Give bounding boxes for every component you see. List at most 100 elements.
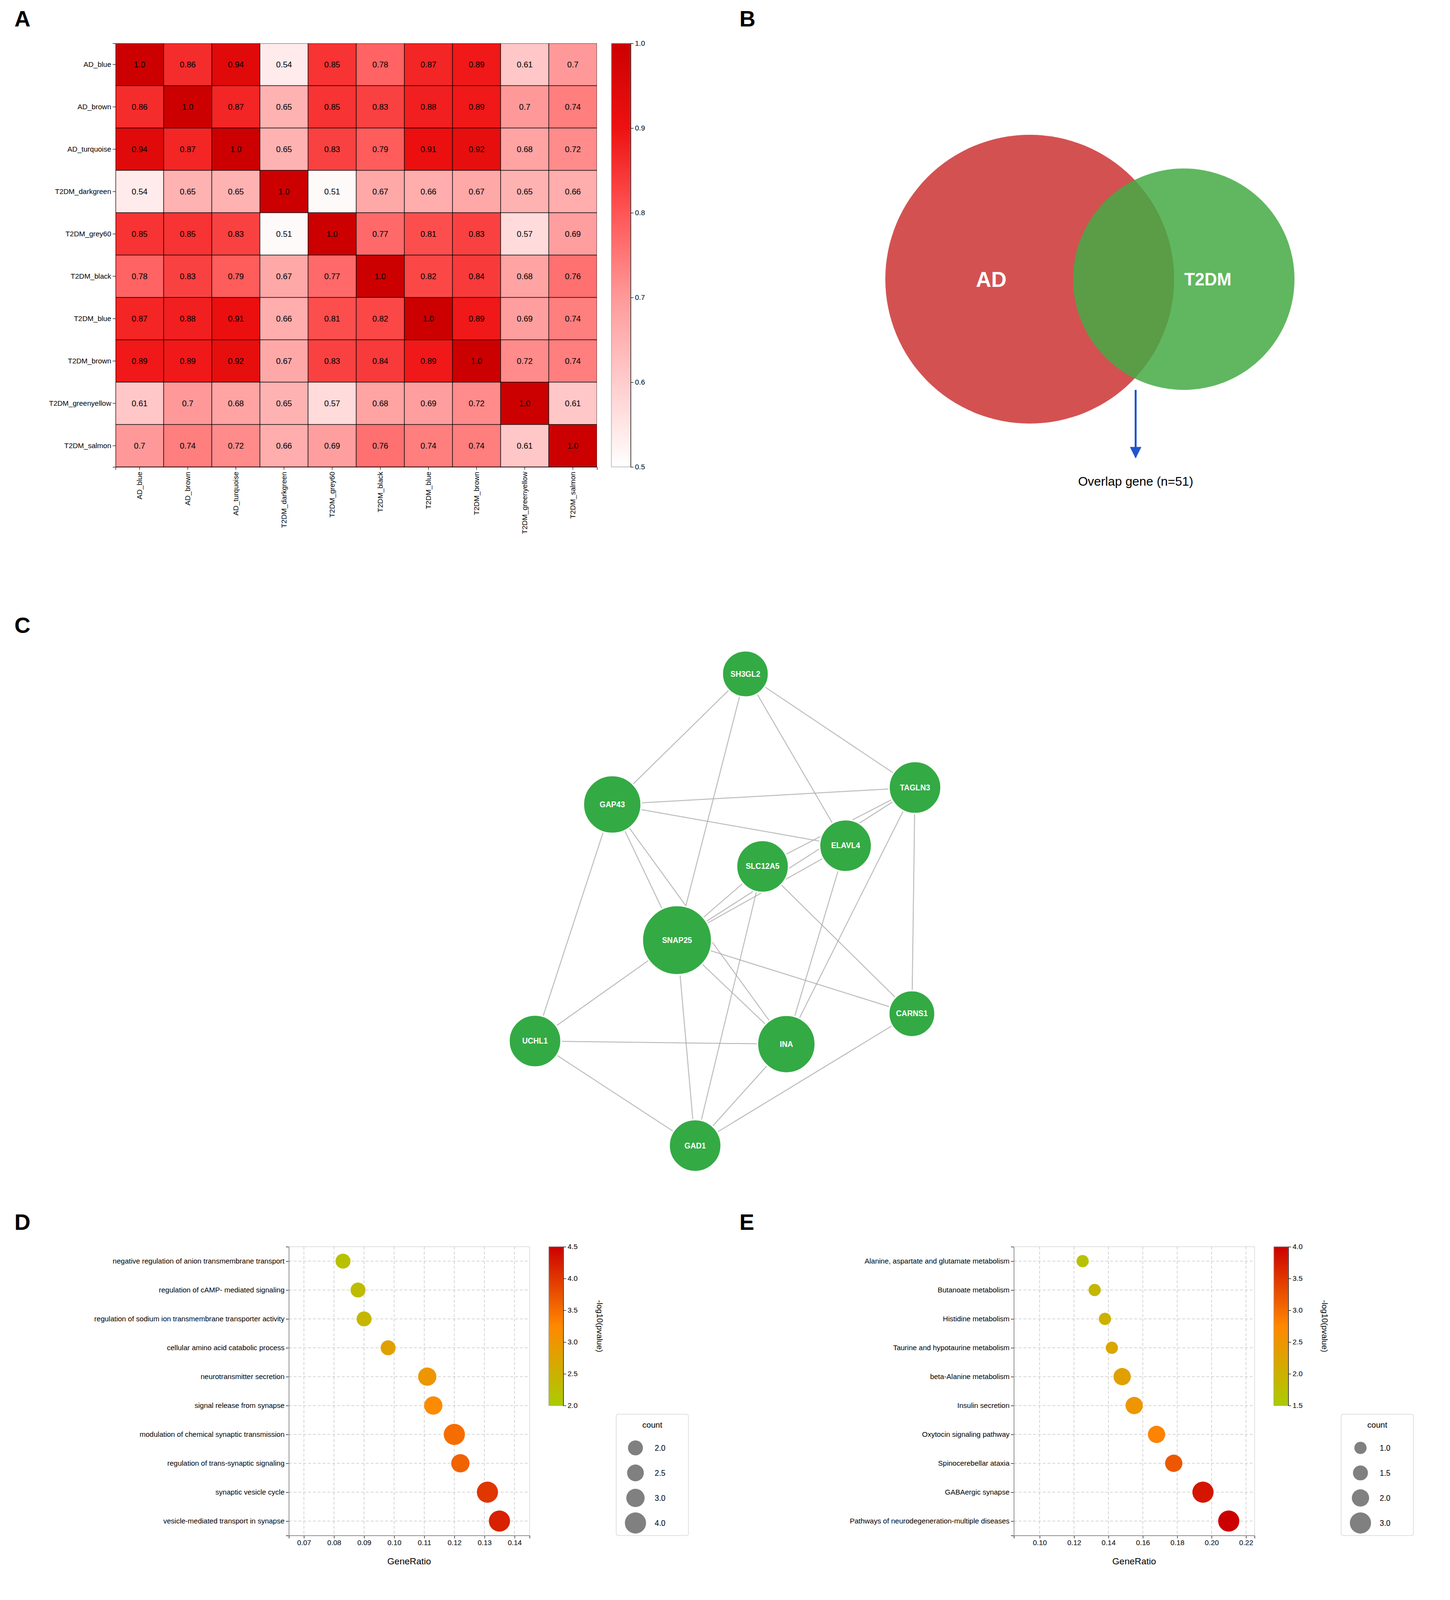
node-label: SNAP25 bbox=[661, 936, 692, 945]
x-axis-tick-label: 0.09 bbox=[357, 1538, 372, 1547]
heatmap-cell bbox=[548, 43, 597, 86]
x-axis: 0.070.080.090.100.110.120.130.14 bbox=[289, 1535, 531, 1547]
heatmap-cell bbox=[500, 424, 549, 467]
x-axis-tick-label: 0.20 bbox=[1204, 1538, 1219, 1547]
y-axis-tick: T2DM_blue bbox=[73, 314, 116, 323]
legend-title: count bbox=[642, 1420, 663, 1430]
network-nodes bbox=[508, 650, 941, 1172]
x-axis-tick-label: AD_blue bbox=[135, 471, 144, 500]
heatmap-cell bbox=[308, 85, 357, 129]
point bbox=[1217, 1510, 1240, 1532]
cell-label: 0.66 bbox=[275, 441, 292, 451]
y-axis-tick-label: synaptic vesicle cycle bbox=[215, 1488, 285, 1497]
network-edge bbox=[762, 866, 912, 1014]
heatmap-cell bbox=[115, 170, 164, 213]
y-axis-tick: T2DM_grey60 bbox=[65, 229, 116, 238]
cell-label: 0.85 bbox=[131, 229, 148, 239]
node-label: GAP43 bbox=[599, 800, 626, 809]
y-axis-tick: regulation of trans-synaptic signaling bbox=[167, 1459, 289, 1468]
point bbox=[477, 1481, 499, 1503]
colorbar-axis-line bbox=[631, 43, 635, 468]
heatmap-cell bbox=[356, 255, 405, 298]
cell-label: 0.89 bbox=[468, 102, 485, 112]
grid-line-x bbox=[514, 1246, 515, 1536]
colorbar-axis-tick-label: 0.5 bbox=[634, 462, 646, 471]
cell-label: 0.68 bbox=[372, 399, 389, 409]
x-axis-tick-label: AD_brown bbox=[183, 471, 192, 506]
colorbar-axis-tick-label: 3.0 bbox=[1292, 1306, 1303, 1315]
x-axis: AD_blueAD_brownAD_turquoiseT2DM_darkgree… bbox=[116, 466, 598, 534]
network-node bbox=[889, 761, 942, 814]
cell-label: 0.51 bbox=[275, 229, 292, 239]
y-axis-tick: GABAergic synapse bbox=[945, 1488, 1014, 1497]
x-axis-tick: 0.12 bbox=[447, 1535, 462, 1547]
cell-label: 0.74 bbox=[564, 102, 581, 112]
grid-line-y bbox=[1013, 1434, 1255, 1436]
grid-line-x bbox=[1142, 1246, 1143, 1536]
annotation-arrow bbox=[1134, 389, 1137, 458]
grid-line-y bbox=[1013, 1463, 1255, 1464]
network-edge bbox=[786, 845, 846, 1045]
y-axis-tick-mark bbox=[112, 149, 116, 150]
cell-label: 0.89 bbox=[420, 356, 437, 366]
heatmap-cell bbox=[404, 424, 453, 467]
heatmap-cell bbox=[548, 128, 597, 171]
heatmap-cell bbox=[404, 170, 453, 213]
heatmap-cell bbox=[548, 382, 597, 425]
x-axis-tick-mark bbox=[428, 466, 429, 470]
heatmap-cell bbox=[404, 85, 453, 129]
grid-line-y bbox=[288, 1405, 530, 1407]
cell-label: 0.54 bbox=[275, 60, 292, 70]
legend-symbol bbox=[1352, 1465, 1368, 1481]
y-axis-tick-label: Histidine metabolism bbox=[943, 1314, 1010, 1323]
heatmap-cell bbox=[452, 128, 501, 171]
cell-label: 1.0 bbox=[470, 356, 483, 366]
cell-label: 0.78 bbox=[131, 271, 148, 282]
x-axis-tick: 0.18 bbox=[1170, 1535, 1185, 1547]
colorbar-axis-tick-label: 2.0 bbox=[567, 1401, 578, 1410]
x-axis-tick: T2DM_black bbox=[375, 466, 385, 513]
point bbox=[443, 1424, 466, 1446]
colorbar-axis-tick: 0.8 bbox=[630, 208, 646, 217]
cell-label: 1.0 bbox=[181, 102, 194, 112]
x-axis-tick: 0.22 bbox=[1239, 1535, 1254, 1547]
cell-label: 0.65 bbox=[275, 399, 292, 409]
colorbar-axis-tick-label: 2.5 bbox=[567, 1369, 578, 1378]
y-axis-tick-label: cellular amino acid catabolic process bbox=[167, 1343, 285, 1352]
legend: count2.02.53.04.0 bbox=[616, 1414, 689, 1536]
y-axis-tick-label: Taurine and hypotaurine metabolism bbox=[893, 1343, 1010, 1352]
colorbar-axis-tick: 0.6 bbox=[630, 377, 646, 387]
network-edge bbox=[534, 1041, 787, 1045]
cell-label: 0.81 bbox=[323, 314, 340, 324]
grid-line-x bbox=[1177, 1246, 1178, 1536]
node-label: INA bbox=[779, 1040, 794, 1049]
x-axis-tick-mark bbox=[187, 466, 189, 470]
y-axis-tick: AD_brown bbox=[77, 102, 116, 111]
heatmap-cell bbox=[211, 212, 260, 256]
heatmap-cell bbox=[356, 382, 405, 425]
colorbar-axis-tick-mark bbox=[630, 43, 634, 44]
heatmap-cell bbox=[308, 43, 357, 86]
y-axis-tick-mark bbox=[1010, 1347, 1014, 1349]
network-labels: CARNS1GAD1SLC12A5TAGLN3SNAP25SH3GL2ELAVL… bbox=[522, 670, 931, 1151]
x-axis-tick-label: 0.18 bbox=[1170, 1538, 1185, 1547]
grid-line-y bbox=[288, 1319, 530, 1320]
cell-label: 0.67 bbox=[468, 187, 485, 197]
heatmap-cell bbox=[115, 339, 164, 383]
heatmap-cell bbox=[500, 382, 549, 425]
cell-label: 0.67 bbox=[275, 271, 292, 282]
heatmap-cell bbox=[356, 170, 405, 213]
heatmap-cell bbox=[404, 382, 453, 425]
colorbar: 2.02.53.03.54.04.5-log10(pvalue) bbox=[548, 1242, 605, 1410]
colorbar-axis-tick-label: 3.0 bbox=[567, 1337, 578, 1347]
colorbar-axis-tick-label: 0.7 bbox=[634, 293, 646, 302]
cell-label: 1.0 bbox=[326, 229, 338, 239]
x-axis-tick: T2DM_salmon bbox=[568, 466, 577, 519]
x-axis-tick-label: 0.12 bbox=[1067, 1538, 1082, 1547]
cell-label: 0.84 bbox=[372, 356, 389, 366]
y-axis-tick-label: Insulin secretion bbox=[957, 1401, 1010, 1410]
y-axis-tick-mark bbox=[285, 1376, 289, 1378]
legend-symbol bbox=[627, 1440, 643, 1456]
colorbar-axis-tick-label: 1.0 bbox=[634, 38, 646, 48]
y-axis-tick-mark bbox=[112, 403, 116, 404]
